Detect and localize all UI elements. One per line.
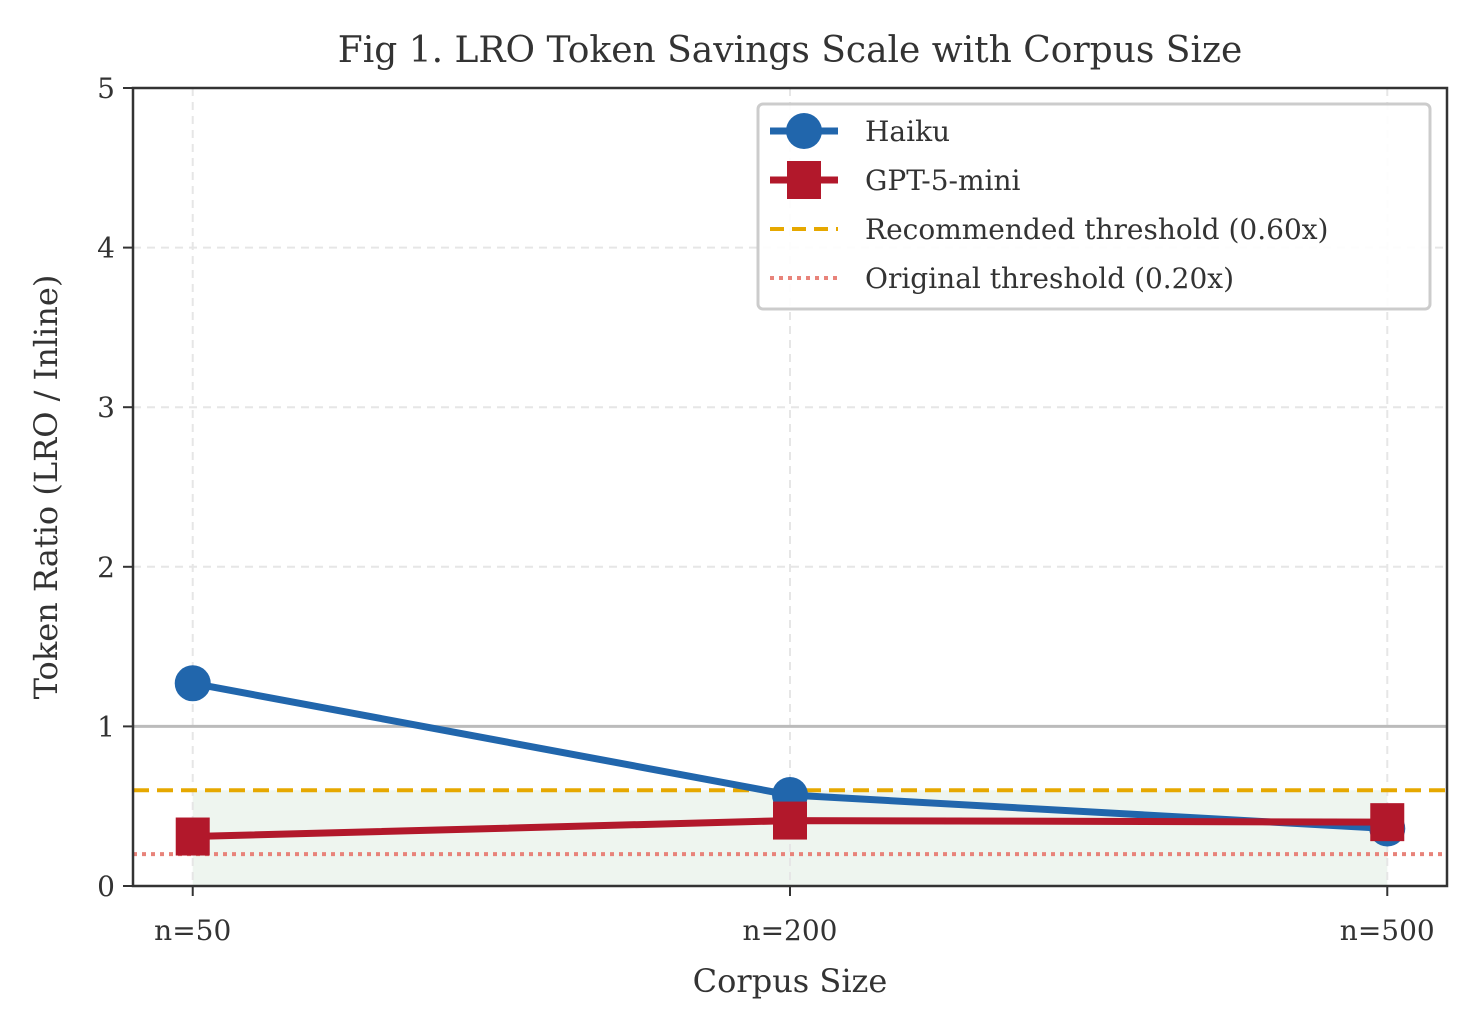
data-point — [174, 665, 211, 702]
x-axis-label: Corpus Size — [693, 962, 888, 1000]
y-tick-label: 4 — [97, 232, 115, 265]
chart-title: Fig 1. LRO Token Savings Scale with Corp… — [338, 30, 1243, 71]
y-axis-label: Token Ratio (LRO / Inline) — [27, 275, 65, 700]
legend-marker — [786, 113, 822, 149]
y-tick-label: 1 — [97, 710, 115, 743]
y-tick-label: 3 — [97, 391, 115, 424]
y-tick-label: 5 — [97, 72, 115, 105]
data-point — [175, 817, 210, 856]
x-tick-label: n=200 — [743, 914, 838, 947]
legend-box — [756, 102, 1432, 311]
plot-frame — [131, 86, 1449, 888]
y-tick-label: 2 — [97, 551, 115, 584]
legend-label: Recommended threshold (0.60x) — [865, 213, 1328, 246]
legend-label: Haiku — [865, 115, 950, 148]
y-tick-label: 0 — [97, 870, 115, 903]
x-tick-label: n=500 — [1340, 914, 1435, 947]
legend-label: Original threshold (0.20x) — [865, 262, 1234, 295]
legend-marker — [787, 161, 821, 199]
data-point — [773, 801, 807, 840]
legend-label: GPT-5-mini — [865, 164, 1021, 197]
data-point — [1370, 803, 1405, 842]
x-tick-label: n=50 — [154, 914, 231, 947]
legend: Haiku GPT-5-mini Recommended threshold (0.… — [756, 102, 1432, 311]
